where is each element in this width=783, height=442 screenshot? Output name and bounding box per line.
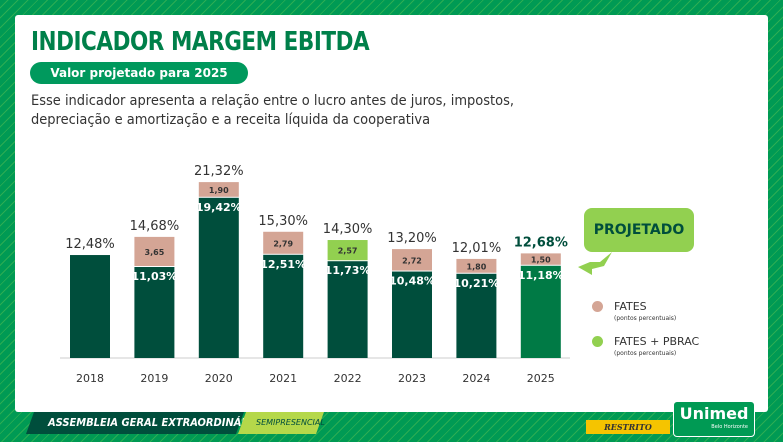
top-label: 1,80 xyxy=(467,262,487,271)
x-tick-label: 2025 xyxy=(527,372,555,385)
total-label: 21,32% xyxy=(194,164,244,179)
bar-base xyxy=(456,273,497,358)
top-label: 2,57 xyxy=(338,247,358,256)
legend-dot-icon xyxy=(592,301,603,312)
bar-base xyxy=(263,254,304,358)
total-label: 14,30% xyxy=(323,222,373,237)
bar-base xyxy=(327,261,368,358)
bar-top xyxy=(198,182,239,197)
page-title: INDICADOR MARGEM EBITDA xyxy=(31,27,370,57)
footer-event: ASSEMBLEIA GERAL EXTRAORDINÁRIA xyxy=(48,416,261,429)
base-label: 10,48% xyxy=(389,275,435,288)
legend-dot-icon xyxy=(592,336,603,347)
subtitle-pill: Valor projetado para 2025 xyxy=(30,62,248,84)
description: Esse indicador apresenta a relação entre… xyxy=(31,93,515,128)
total-label: 13,20% xyxy=(387,231,437,246)
base-label: 11,18% xyxy=(518,269,564,282)
projected-callout: PROJETADO xyxy=(584,208,694,252)
base-label: 11,03% xyxy=(131,270,177,283)
bar-base xyxy=(392,271,432,358)
x-tick-label: 2021 xyxy=(269,372,297,385)
arrow-icon xyxy=(578,252,612,275)
bar-top xyxy=(520,253,561,265)
bar-top xyxy=(392,249,432,271)
bar-top xyxy=(327,240,368,261)
bar-base xyxy=(70,255,110,358)
bar-top xyxy=(134,236,175,267)
top-label: 1,50 xyxy=(531,256,551,265)
total-label: 12,68% xyxy=(514,235,568,250)
base-label: 11,73% xyxy=(325,264,371,277)
footer-mode: SEMIPRESENCIAL xyxy=(256,418,325,427)
top-label: 2,72 xyxy=(402,256,422,265)
x-tick-label: 2019 xyxy=(140,372,168,385)
bar-top xyxy=(263,231,304,254)
total-label: 14,68% xyxy=(130,219,180,234)
classification-badge: RESTRITO xyxy=(586,420,670,434)
x-tick-label: 2022 xyxy=(334,372,362,385)
bar-top xyxy=(456,258,497,273)
base-label: 10,21% xyxy=(453,277,499,290)
base-label: 19,42% xyxy=(196,201,242,214)
x-tick-label: 2023 xyxy=(398,372,426,385)
x-tick-label: 2018 xyxy=(76,372,104,385)
bar-base xyxy=(520,265,561,358)
top-label: 3,65 xyxy=(145,248,165,257)
top-label: 2,79 xyxy=(273,239,293,248)
total-label: 12,01% xyxy=(452,241,502,256)
total-label: 15,30% xyxy=(258,214,308,229)
x-tick-label: 2024 xyxy=(462,372,490,385)
top-label: 1,90 xyxy=(209,186,229,195)
bar-base xyxy=(198,197,239,358)
x-tick-label: 2020 xyxy=(205,372,233,385)
base-label: 12,51% xyxy=(260,258,306,271)
bar-base xyxy=(134,267,175,358)
unimed-logo: Unimed Belo Horizonte xyxy=(673,401,755,437)
total-label: 12,48% xyxy=(65,237,115,252)
